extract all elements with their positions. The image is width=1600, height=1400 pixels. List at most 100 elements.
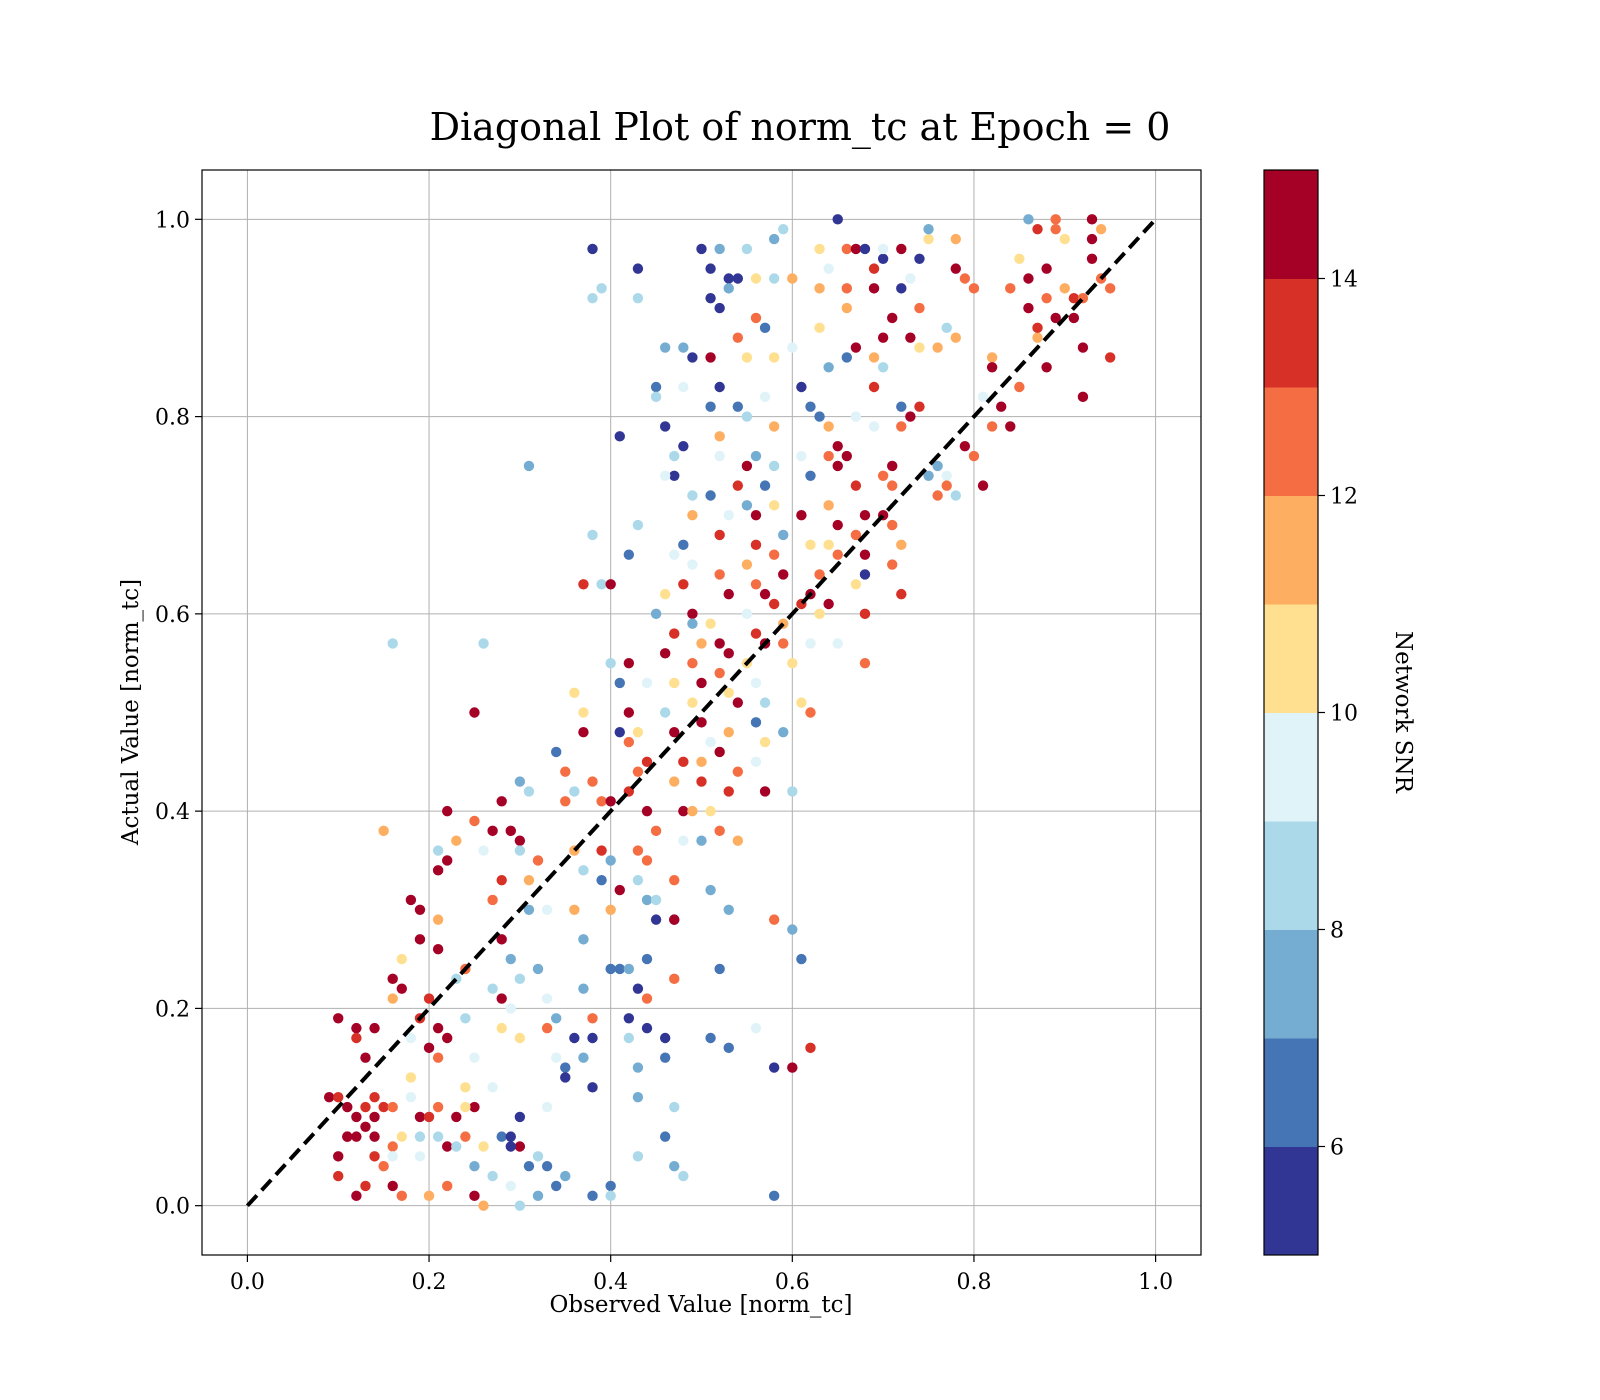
scatter-point <box>950 263 961 274</box>
scatter-point <box>732 401 744 412</box>
scatter-point <box>678 805 689 817</box>
scatter-point <box>787 657 798 669</box>
scatter-point <box>905 411 916 422</box>
scatter-point <box>950 490 961 501</box>
scatter-point <box>614 884 625 896</box>
colorbar-swatch <box>1264 387 1318 496</box>
scatter-point <box>333 1170 344 1182</box>
scatter-point <box>986 352 998 363</box>
scatter-point <box>814 569 825 580</box>
scatter-point <box>750 510 762 521</box>
scatter-point <box>714 667 725 679</box>
scatter-point <box>696 756 707 768</box>
scatter-point <box>832 460 843 472</box>
scatter-point <box>805 707 816 718</box>
scatter-point <box>805 470 816 481</box>
scatter-point <box>641 855 653 866</box>
scatter-point <box>732 273 744 284</box>
scatter-point <box>868 283 880 294</box>
scatter-point <box>678 835 689 846</box>
scatter-point <box>623 549 635 560</box>
colorbar-tick-label: 10 <box>1330 702 1358 727</box>
scatter-point <box>859 569 871 580</box>
scatter-point <box>705 1032 716 1044</box>
scatter-point <box>805 539 816 551</box>
scatter-point <box>768 549 780 560</box>
scatter-point <box>478 1200 489 1211</box>
scatter-point <box>759 322 771 334</box>
scatter-point <box>741 559 753 570</box>
scatter-point <box>1014 253 1025 264</box>
scatter-point <box>1086 253 1098 264</box>
scatter-point <box>496 796 507 807</box>
scatter-point <box>432 845 444 856</box>
scatter-point <box>623 657 635 669</box>
scatter-point <box>996 401 1007 412</box>
scatter-point <box>678 342 689 353</box>
scatter-point <box>959 273 971 284</box>
scatter-point <box>632 727 644 738</box>
scatter-point <box>342 1131 353 1142</box>
scatter-point <box>623 963 635 975</box>
scatter-point <box>768 273 780 284</box>
scatter-point <box>650 391 662 403</box>
scatter-point <box>360 1121 371 1132</box>
scatter-point <box>923 470 934 481</box>
scatter-point <box>877 362 889 373</box>
scatter-point <box>532 855 544 866</box>
scatter-point <box>787 342 798 353</box>
scatter-point <box>496 874 507 886</box>
colorbar-swatch <box>1264 170 1318 279</box>
scatter-point <box>632 263 644 274</box>
scatter-point <box>687 559 698 570</box>
colorbar-swatch <box>1264 821 1318 930</box>
scatter-point <box>850 579 862 590</box>
scatter-point <box>887 519 898 531</box>
scatter-point <box>469 815 480 827</box>
scatter-point <box>750 628 762 639</box>
scatter-point <box>451 1141 462 1152</box>
scatter-point <box>523 874 535 886</box>
scatter-point <box>478 638 489 649</box>
scatter-point <box>423 1042 435 1054</box>
x-axis-ticks: 0.0 0.2 0.4 0.6 0.8 1.0 <box>230 1255 1173 1295</box>
scatter-point <box>787 1062 798 1073</box>
scatter-point <box>714 529 725 541</box>
scatter-point <box>1041 362 1052 373</box>
colorbar-tick-label: 8 <box>1330 919 1344 944</box>
scatter-point <box>641 677 653 689</box>
scatter-point <box>333 1151 344 1162</box>
scatter-point <box>750 273 762 284</box>
scatter-point <box>541 1161 553 1172</box>
scatter-point <box>541 993 553 1004</box>
scatter-point <box>986 421 998 432</box>
scatter-point <box>532 1190 544 1202</box>
scatter-point <box>859 608 871 620</box>
scatter-point <box>578 579 589 590</box>
scatter-point <box>805 638 816 649</box>
y-axis-label: Actual Value [norm_tc] <box>118 579 144 846</box>
scatter-point <box>914 401 925 412</box>
scatter-point <box>641 756 653 768</box>
scatter-point <box>1077 342 1089 353</box>
x-tick-label: 0.6 <box>775 1270 810 1295</box>
scatter-point <box>387 1180 398 1192</box>
scatter-point <box>759 697 771 708</box>
scatter-point <box>669 450 680 462</box>
scatter-point <box>550 1052 562 1063</box>
scatter-point <box>823 598 834 610</box>
scatter-point <box>787 924 798 935</box>
scatter-point <box>442 855 453 866</box>
scatter-point <box>669 549 680 560</box>
scatter-point <box>632 1151 644 1162</box>
scatter-point <box>768 421 780 432</box>
scatter-point <box>1068 312 1080 324</box>
scatter-point <box>641 993 653 1004</box>
scatter-point <box>778 223 789 235</box>
scatter-point <box>805 1042 816 1054</box>
y-tick-label: 0.8 <box>155 406 190 431</box>
scatter-point <box>396 983 407 994</box>
scatter-point <box>387 993 398 1004</box>
scatter-point <box>641 894 653 906</box>
